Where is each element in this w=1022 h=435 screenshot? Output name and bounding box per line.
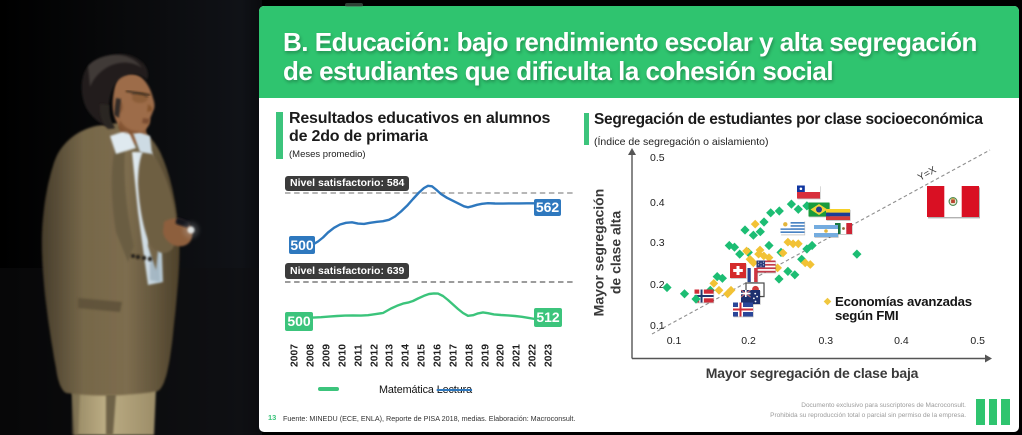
svg-text:Y=X: Y=X — [916, 165, 938, 184]
